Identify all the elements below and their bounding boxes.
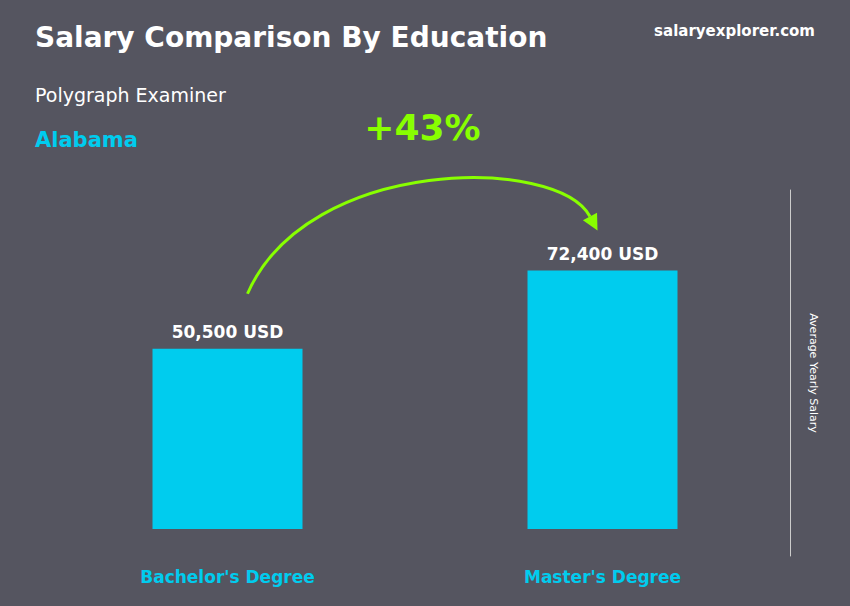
svg-text:salaryexplorer.com: salaryexplorer.com [654, 22, 815, 40]
svg-text:Bachelor's Degree: Bachelor's Degree [140, 567, 315, 587]
svg-text:50,500 USD: 50,500 USD [172, 322, 284, 342]
svg-text:Polygraph Examiner: Polygraph Examiner [35, 84, 226, 106]
svg-text:Master's Degree: Master's Degree [524, 567, 681, 587]
svg-text:72,400 USD: 72,400 USD [547, 244, 659, 264]
svg-text:Salary Comparison By Education: Salary Comparison By Education [35, 21, 547, 54]
svg-text:Alabama: Alabama [35, 128, 138, 152]
svg-text:Average Yearly Salary: Average Yearly Salary [807, 313, 820, 433]
svg-text:+43%: +43% [364, 107, 480, 148]
